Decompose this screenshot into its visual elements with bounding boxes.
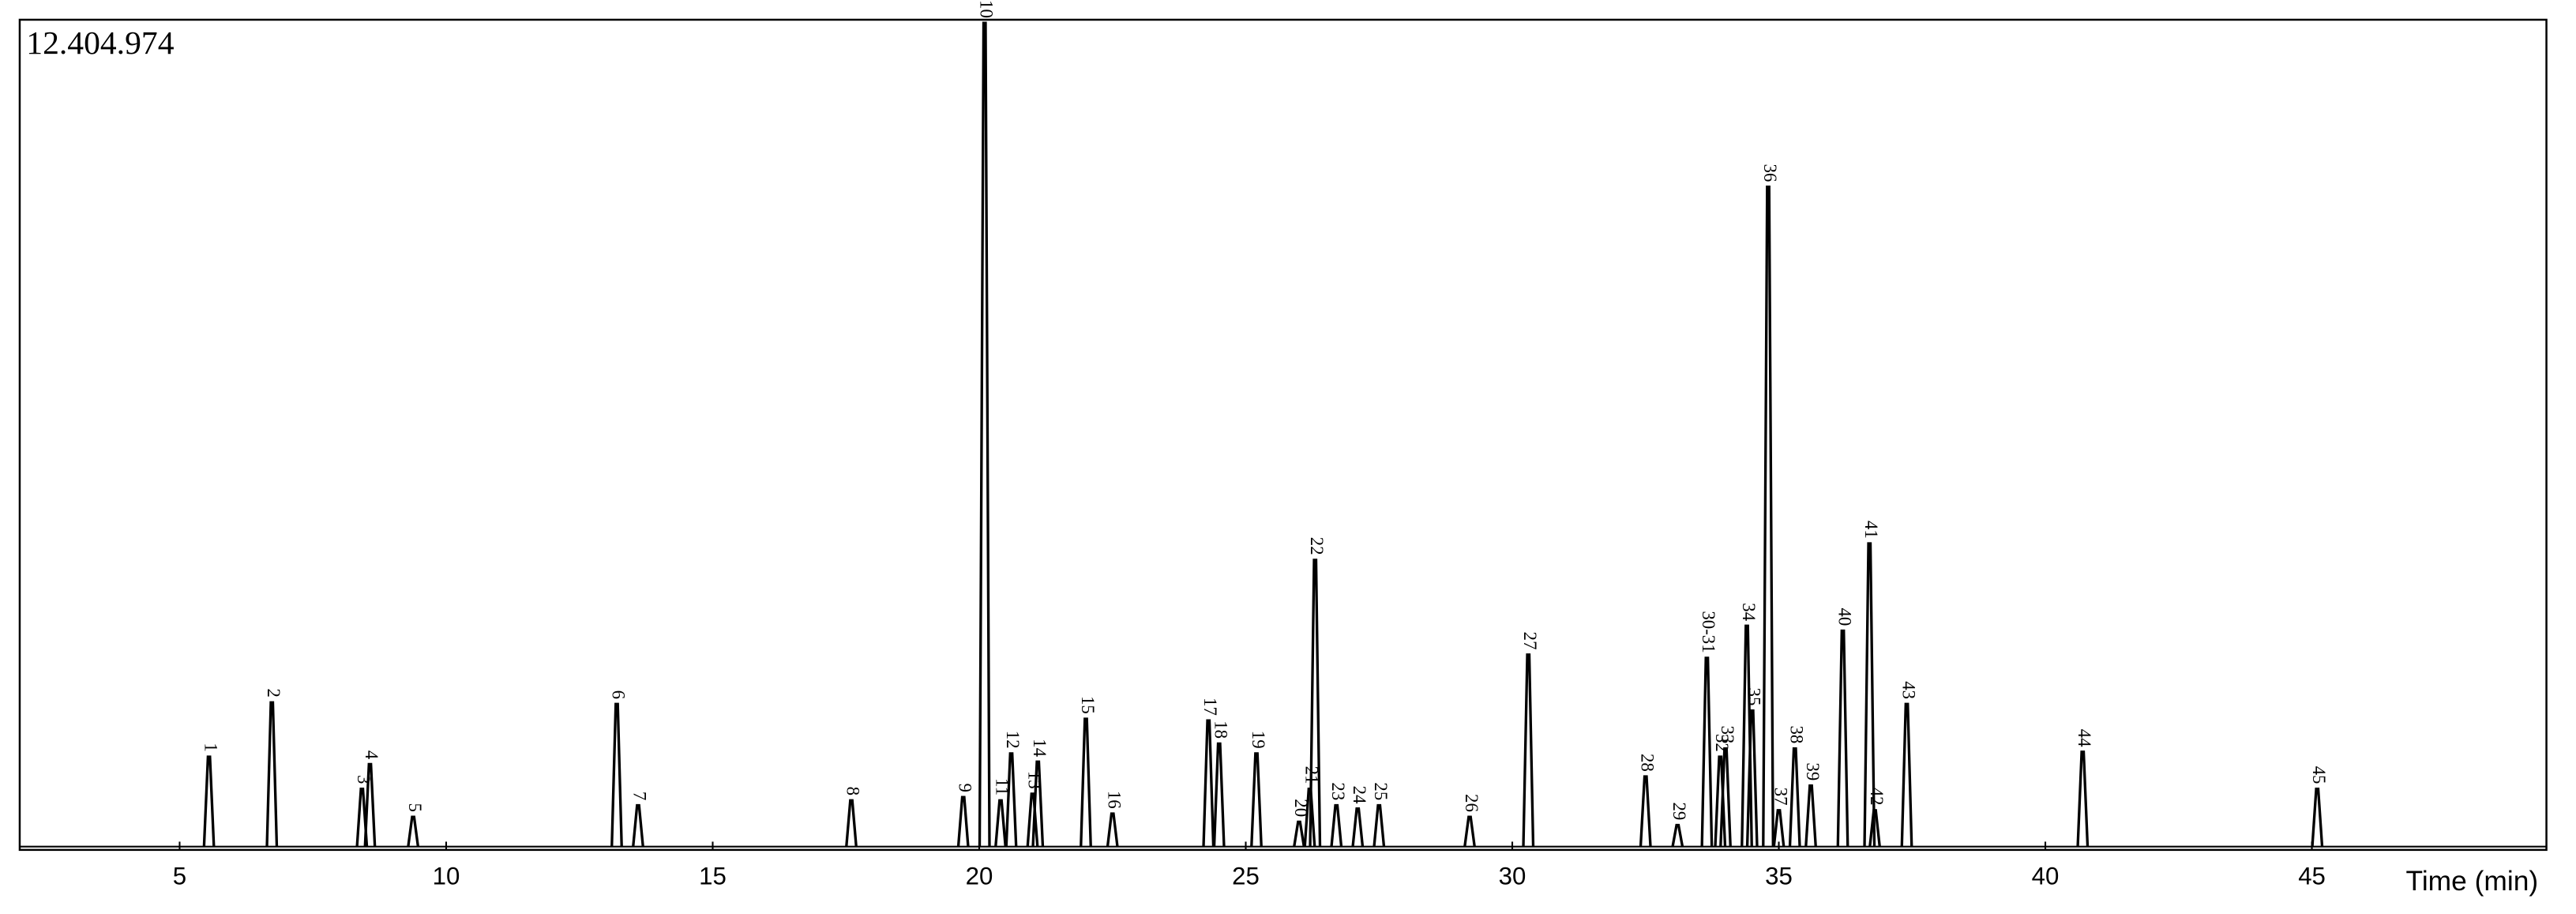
peak-label: 10 [976,0,996,18]
peak-label: 44 [2075,729,2094,747]
peak-label: 3 [354,775,374,784]
peak [1080,717,1092,847]
peak-label: 5 [405,803,425,811]
peak-label: 16 [1105,791,1125,809]
peak-label: 43 [1898,681,1918,699]
peak [1772,809,1786,847]
peak [1639,775,1652,847]
peak-label: 7 [630,792,650,800]
peak [1762,185,1774,847]
peak [610,702,623,847]
x-tick-label: 15 [699,862,727,890]
peak-label: 20 [1291,799,1311,817]
peak [632,803,644,847]
peak-label: 9 [955,783,974,792]
peak [956,796,970,847]
peak-label: 45 [2309,766,2329,784]
peak [1351,807,1365,847]
peak-label: 26 [1462,794,1481,812]
x-tick-label: 40 [2032,862,2060,890]
peak-label: 28 [1638,754,1658,772]
peak [1250,752,1263,847]
peak [1330,803,1343,847]
peak [994,799,1007,847]
peak-label: 23 [1328,782,1348,800]
peak-label: 8 [843,787,863,796]
peak [1202,719,1215,847]
peak [1700,656,1714,847]
peak-label: 40 [1834,607,1854,626]
peak [1026,792,1039,847]
peak [1293,820,1305,847]
peak [845,799,858,847]
x-tick-label: 45 [2298,862,2326,890]
peak [1745,709,1759,847]
peak-label: 37 [1771,788,1790,806]
x-tick-label: 35 [1765,862,1793,890]
peak [1719,747,1732,847]
peak-label: 11 [993,778,1012,796]
peak [1212,742,1226,847]
peak [2076,750,2090,847]
x-tick-label: 10 [433,862,460,890]
peak-label: 41 [1861,521,1881,539]
peak [2311,788,2324,847]
peak-label: 17 [1200,698,1220,716]
peak [1863,542,1876,847]
peak-label: 30-31 [1699,611,1718,653]
peak-label: 39 [1803,762,1823,780]
peak-label: 29 [1669,802,1689,820]
peak-label: 42 [1867,788,1887,806]
peak-label: 14 [1030,739,1050,757]
peak [1804,784,1817,847]
peak [1788,747,1801,847]
peak-label: 35 [1744,688,1764,706]
peak-label: 15 [1078,696,1098,714]
peak [407,815,420,847]
peak-label: 22 [1307,537,1327,555]
peak-label: 1 [201,743,220,751]
x-tick-label: 20 [966,862,993,890]
peak [1868,809,1881,847]
x-tick-label: 5 [173,862,186,890]
x-tick-label: 25 [1232,862,1260,890]
peak-label: 2 [264,689,284,698]
x-tick-label: 30 [1499,862,1526,890]
peak-label: 38 [1787,725,1807,743]
peak [1900,702,1913,847]
peak [1372,803,1386,847]
peak-label: 19 [1249,731,1268,749]
peak [265,701,279,847]
peak-label: 36 [1760,164,1780,182]
peak-label: 24 [1350,786,1369,804]
peak [1671,823,1684,847]
peak-label: 27 [1520,632,1540,650]
peak-label: 6 [609,690,629,699]
peak [355,788,369,847]
plot-frame [18,18,2548,852]
peak-label: 33 [1718,725,1737,743]
peak [1522,653,1535,847]
peak [1106,812,1119,847]
peak [978,21,991,847]
peak [1309,559,1322,847]
peak [1836,629,1849,847]
peak [202,755,216,847]
peak [1463,815,1476,847]
peak-label: 34 [1739,603,1759,621]
scale-label: 12.404.974 [26,25,174,62]
peak-label: 25 [1371,782,1391,800]
peak [1031,760,1045,847]
peak-label: 4 [362,750,381,760]
peak-label: 18 [1211,720,1231,739]
peak [1004,752,1018,847]
peak-label: 12 [1003,731,1023,749]
x-axis-label: Time (min) [2406,866,2539,897]
peak [363,762,377,847]
